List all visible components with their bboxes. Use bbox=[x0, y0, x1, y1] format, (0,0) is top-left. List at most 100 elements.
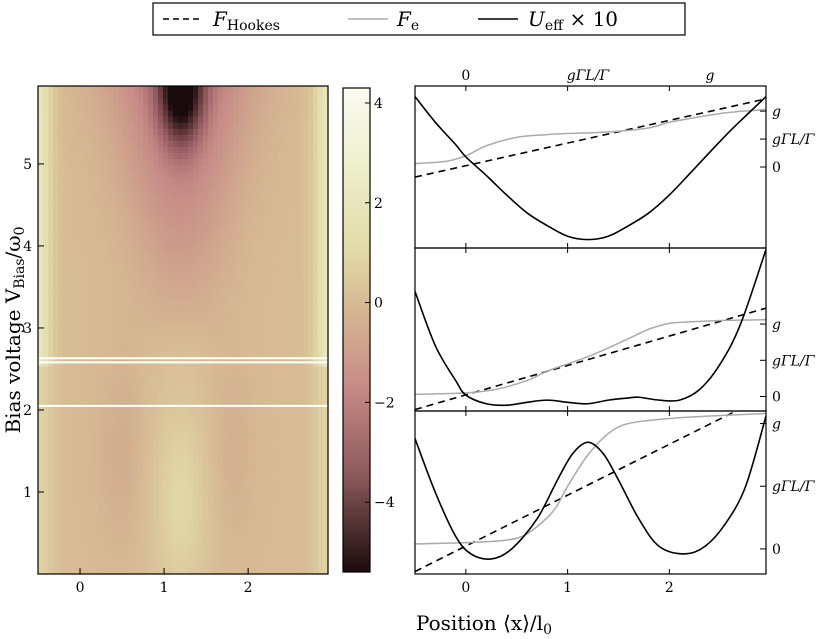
heatmap-cell bbox=[283, 165, 289, 172]
heatmap-cell bbox=[188, 506, 194, 514]
heatmap-cell bbox=[183, 567, 189, 575]
heatmap-cell bbox=[243, 92, 249, 99]
heatmap-cell bbox=[38, 567, 44, 575]
heatmap-cell bbox=[288, 378, 294, 386]
heatmap-cell bbox=[263, 336, 269, 343]
heatmap-cell bbox=[148, 208, 154, 215]
heatmap-cell bbox=[43, 281, 49, 288]
heatmap-cell bbox=[263, 323, 269, 331]
heatmap-cell bbox=[43, 86, 49, 93]
heatmap-cell bbox=[53, 567, 59, 575]
heatmap-cell bbox=[313, 128, 319, 136]
heatmap-cell bbox=[193, 384, 199, 392]
heatmap-cell bbox=[298, 122, 304, 130]
heatmap-cell bbox=[168, 134, 174, 142]
heatmap-cell bbox=[163, 470, 169, 477]
heatmap-cell bbox=[268, 165, 274, 172]
heatmap-cell bbox=[233, 366, 239, 374]
heatmap-cell bbox=[263, 439, 269, 447]
heatmap-cell bbox=[188, 476, 194, 484]
heatmap-cell bbox=[323, 116, 329, 124]
heatmap-cell bbox=[178, 281, 184, 288]
heatmap-cell bbox=[48, 86, 54, 93]
heatmap-cell bbox=[218, 555, 224, 563]
heatmap-cell bbox=[178, 299, 184, 307]
heatmap-cell bbox=[38, 201, 44, 209]
heatmap-cell bbox=[103, 208, 109, 215]
heatmap-cell bbox=[128, 464, 134, 471]
heatmap-cell bbox=[223, 470, 229, 477]
heatmap-cell bbox=[298, 391, 304, 398]
heatmap-cell bbox=[258, 561, 264, 569]
heatmap-cell bbox=[108, 147, 114, 154]
heatmap-cell bbox=[113, 464, 119, 471]
heatmap-cell bbox=[168, 159, 174, 166]
heatmap-cell bbox=[103, 372, 109, 380]
heatmap-cell bbox=[323, 464, 329, 471]
heatmap-cell bbox=[43, 421, 49, 429]
heatmap-cell bbox=[248, 409, 254, 416]
heatmap-cell bbox=[238, 561, 244, 569]
heatmap-cell bbox=[288, 317, 294, 325]
heatmap-cell bbox=[53, 452, 59, 459]
heatmap-cell bbox=[313, 250, 319, 258]
heatmap-cell bbox=[143, 360, 149, 368]
heatmap-cell bbox=[278, 287, 284, 294]
heatmap-cell bbox=[318, 275, 324, 282]
heatmap-cell bbox=[223, 397, 229, 404]
heatmap-cell bbox=[218, 226, 224, 233]
heatmap-cell bbox=[323, 256, 329, 264]
heatmap-cell bbox=[263, 543, 269, 551]
heatmap-cell bbox=[303, 171, 309, 179]
heatmap-cell bbox=[308, 421, 314, 429]
heatmap-cell bbox=[323, 519, 329, 526]
heatmap-cell bbox=[178, 189, 184, 197]
heatmap-cell bbox=[148, 439, 154, 447]
heatmap-cell bbox=[128, 494, 134, 502]
heatmap-cell bbox=[143, 287, 149, 294]
heatmap-cell bbox=[188, 567, 194, 575]
heatmap-cell bbox=[208, 427, 214, 435]
heatmap-cell bbox=[93, 384, 99, 392]
heatmap-cell bbox=[138, 464, 144, 471]
heatmap-cell bbox=[38, 275, 44, 282]
heatmap-cell bbox=[108, 226, 114, 233]
heatmap-cell bbox=[128, 342, 134, 349]
heatmap-cell bbox=[148, 397, 154, 404]
heatmap-cell bbox=[213, 360, 219, 368]
heatmap-cell bbox=[238, 159, 244, 166]
heatmap-cell bbox=[38, 360, 44, 368]
heatmap-cell bbox=[38, 537, 44, 545]
heatmap-cell bbox=[113, 409, 119, 416]
heatmap-cell bbox=[48, 391, 54, 398]
heatmap-cell bbox=[318, 195, 324, 203]
heatmap-cell bbox=[238, 409, 244, 416]
heatmap-cell bbox=[93, 287, 99, 294]
heatmap-cell bbox=[203, 281, 209, 288]
heatmap-cell bbox=[263, 244, 269, 252]
heatmap-cell bbox=[188, 452, 194, 459]
heatmap-cell bbox=[148, 116, 154, 124]
heatmap-cell bbox=[118, 98, 124, 105]
heatmap-cell bbox=[68, 397, 74, 404]
heatmap-cell bbox=[263, 177, 269, 185]
heatmap-cell bbox=[43, 543, 49, 551]
heatmap-cell bbox=[98, 470, 104, 477]
heatmap-cell bbox=[258, 537, 264, 545]
heatmap-cell bbox=[188, 348, 194, 355]
heatmap-cell bbox=[68, 415, 74, 423]
heatmap-cell bbox=[248, 262, 254, 270]
heatmap-cell bbox=[153, 384, 159, 392]
heatmap-cell bbox=[323, 433, 329, 441]
heatmap-cell bbox=[138, 531, 144, 538]
heatmap-cell bbox=[148, 299, 154, 307]
heatmap-cell bbox=[163, 330, 169, 337]
heatmap-cell bbox=[163, 372, 169, 380]
heatmap-cell bbox=[278, 452, 284, 459]
heatmap-cell bbox=[143, 555, 149, 563]
heatmap-cell bbox=[43, 500, 49, 508]
heatmap-cell bbox=[38, 513, 44, 520]
heatmap-cell bbox=[38, 561, 44, 569]
heatmap-cell bbox=[198, 92, 204, 99]
heatmap-cell bbox=[168, 256, 174, 264]
